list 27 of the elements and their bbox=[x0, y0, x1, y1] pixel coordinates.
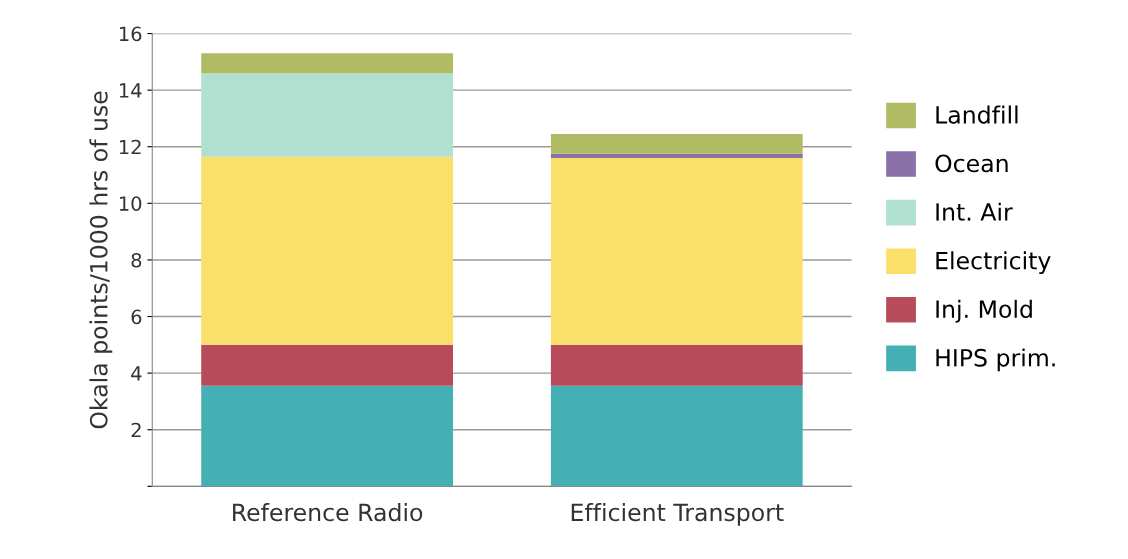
bar bbox=[550, 134, 803, 154]
x-tick-label: Reference Radio bbox=[233, 503, 423, 522]
bar bbox=[550, 344, 803, 386]
x-tick-label: Efficient Transport bbox=[571, 503, 784, 526]
bar bbox=[201, 385, 453, 487]
bar bbox=[201, 344, 453, 386]
y-tick-label: 16 bbox=[119, 26, 142, 42]
bar bbox=[201, 73, 453, 157]
y-tick-label: 10 bbox=[119, 196, 142, 211]
legend-label: Ocean bbox=[935, 154, 1008, 173]
legend-label: Int. Air bbox=[936, 202, 1013, 221]
y-tick-label: 12 bbox=[119, 139, 141, 155]
bar bbox=[550, 158, 803, 345]
y-tick-label: 8 bbox=[131, 252, 142, 268]
bar bbox=[550, 385, 803, 487]
y-tick-label: 4 bbox=[131, 366, 142, 381]
bar bbox=[201, 53, 453, 74]
legend-label: Landfill bbox=[936, 105, 1018, 124]
y-axis-title: Okala points/1000 hrs of use bbox=[89, 91, 113, 429]
y-tick-label: 2 bbox=[131, 422, 141, 438]
bar bbox=[201, 156, 453, 345]
legend-label: Electricity bbox=[936, 251, 1051, 275]
y-tick-label: 6 bbox=[131, 309, 142, 325]
y-tick-label: 14 bbox=[119, 83, 142, 98]
legend-label: Inj. Mold bbox=[936, 299, 1032, 323]
legend-label: HIPS prim. bbox=[936, 348, 1055, 372]
bar bbox=[550, 153, 803, 159]
